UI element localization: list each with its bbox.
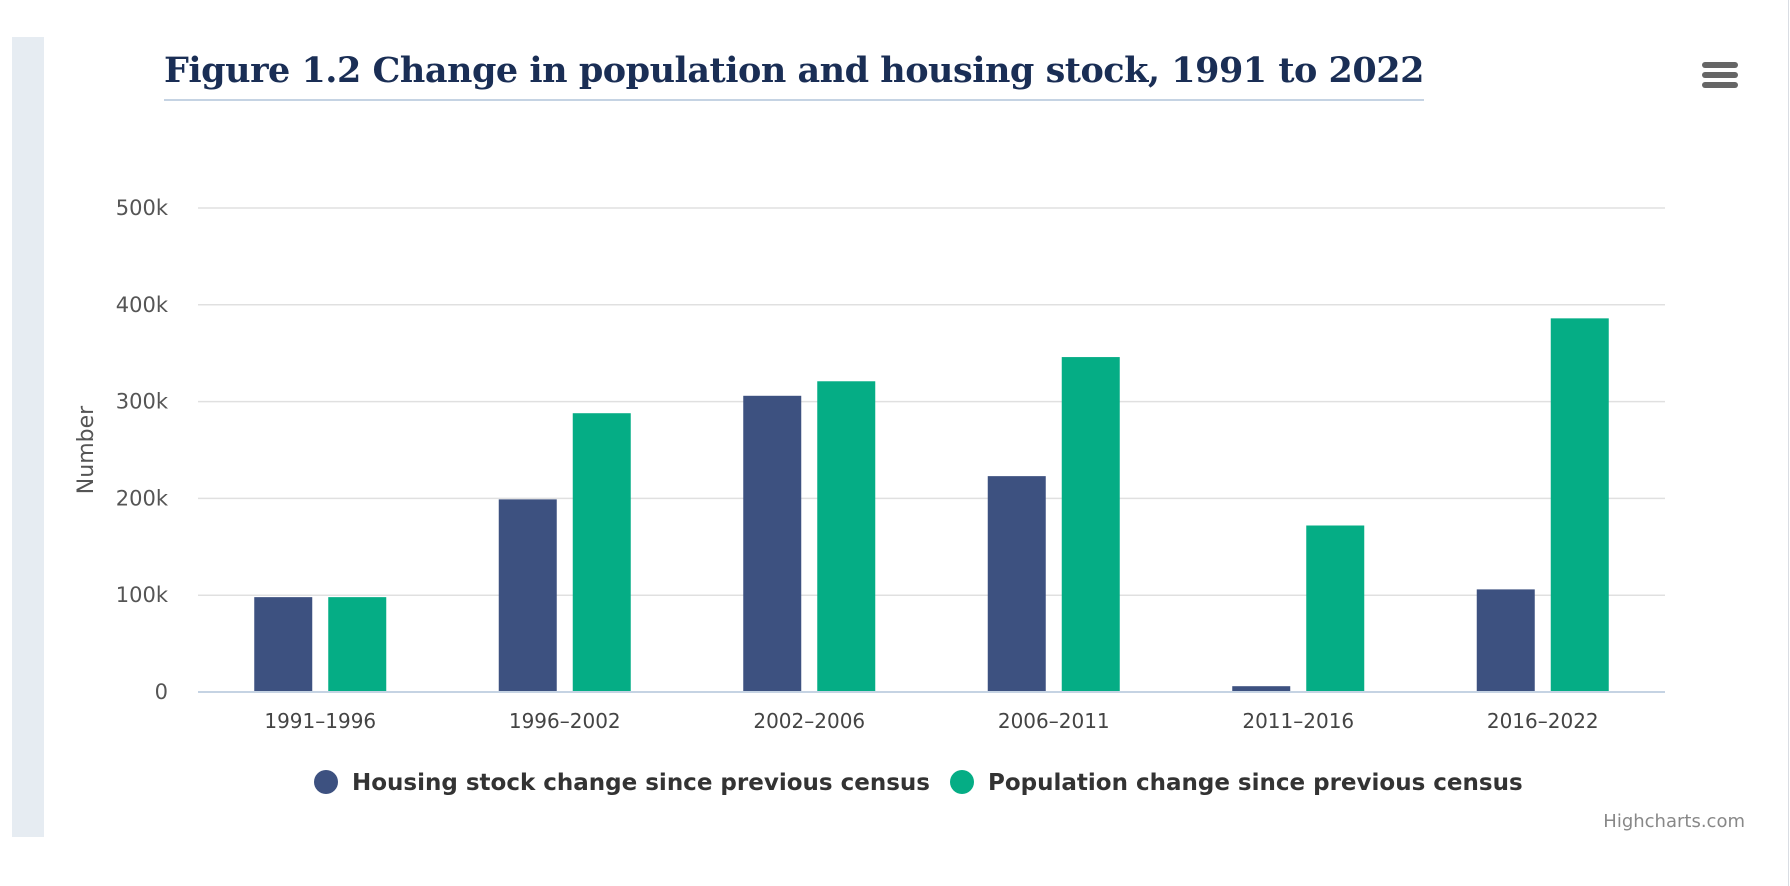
legend: Housing stock change since previous cens… [314,770,1523,796]
y-tick-label: 200k [116,486,169,510]
bar-housing[interactable] [1476,589,1535,692]
bar-housing[interactable] [743,395,802,692]
bar-housing[interactable] [987,476,1046,692]
legend-marker [314,770,338,794]
y-tick-label: 300k [116,390,169,414]
hamburger-menu-icon-bar [1702,72,1738,78]
hamburger-menu-icon [1702,62,1738,68]
x-tick-label: 1991–1996 [264,709,376,733]
y-tick-label: 500k [116,196,169,220]
legend-item[interactable]: Population change since previous census [950,770,1523,796]
y-axis-ticks: 0 100k 200k 300k 400k 500k [116,196,169,704]
bar-population[interactable] [1550,318,1609,692]
left-accent-strip [12,37,44,837]
bar-population[interactable] [572,413,631,692]
bars [254,318,1609,692]
bar-housing[interactable] [254,597,313,692]
bar-population[interactable] [1061,357,1120,692]
legend-item[interactable]: Housing stock change since previous cens… [314,770,930,796]
y-axis-label: Number [74,405,99,494]
legend-label: Housing stock change since previous cens… [352,770,930,796]
y-tick-label: 100k [116,583,169,607]
y-tick-label: 0 [155,680,168,704]
y-tick-label: 400k [116,293,169,317]
hamburger-menu-icon-bar [1702,82,1738,88]
x-axis-ticks: 1991–1996 1996–2002 2002–2006 2006–2011 2011… [264,709,1598,733]
chart-menu-button[interactable] [1700,62,1740,98]
x-tick-label: 2002–2006 [753,709,865,733]
x-tick-label: 1996–2002 [509,709,621,733]
bar-housing[interactable] [498,499,557,692]
legend-label: Population change since previous census [988,770,1523,796]
bar-population[interactable] [1306,525,1365,692]
x-tick-label: 2006–2011 [998,709,1110,733]
chart-title: Figure 1.2 Change in population and hous… [164,50,1424,101]
x-tick-label: 2016–2022 [1487,709,1599,733]
bar-population[interactable] [328,597,387,692]
gridlines [198,207,1665,596]
legend-marker [950,770,974,794]
right-border [1788,0,1789,886]
bar-population[interactable] [817,381,876,692]
bar-housing[interactable] [1232,686,1291,692]
highcharts-credits[interactable]: Highcharts.com [1603,811,1745,832]
x-tick-label: 2011–2016 [1242,709,1354,733]
